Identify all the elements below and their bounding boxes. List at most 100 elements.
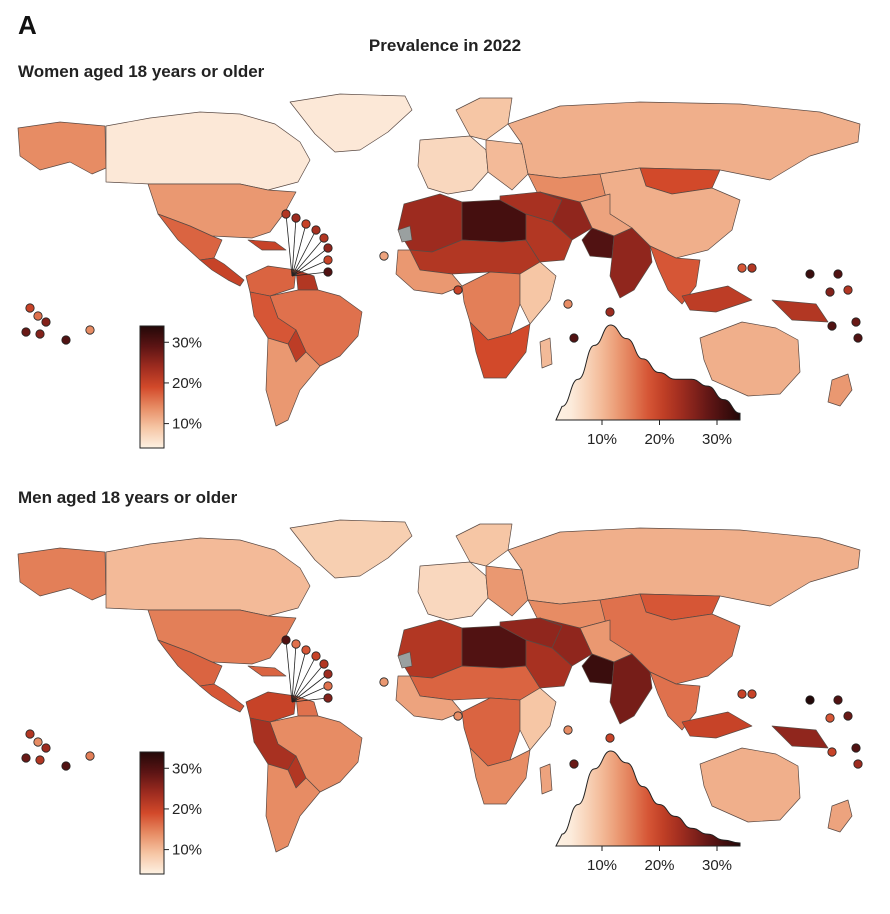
region-madagascar — [539, 337, 553, 369]
callout-line — [291, 229, 317, 277]
map-land — [17, 519, 861, 853]
region-new-guinea — [771, 725, 829, 749]
panel-label: A — [18, 10, 37, 40]
region-caribbean — [247, 239, 287, 251]
island-dot — [61, 335, 71, 345]
region-greenland — [289, 93, 413, 153]
region-europe-east — [485, 139, 529, 191]
region-europe-west — [417, 135, 489, 195]
density-tick-label: 10% — [587, 857, 617, 874]
island-dot — [33, 311, 43, 321]
region-no-data — [397, 225, 413, 243]
island-dot — [33, 737, 43, 747]
island-dot — [61, 761, 71, 771]
callout-line — [291, 271, 329, 277]
island-dot — [311, 225, 321, 235]
island-dot — [301, 645, 311, 655]
region-colombia-venezuela — [245, 691, 297, 723]
region-madagascar — [539, 763, 553, 795]
region-central-africa — [461, 697, 521, 767]
island-dot — [85, 325, 95, 335]
region-new-guinea — [771, 299, 829, 323]
island-dot — [453, 711, 463, 721]
region-mexico — [157, 639, 223, 687]
legend-tick-label: 10% — [172, 842, 202, 859]
island-dot — [291, 213, 301, 223]
region-pakistan — [581, 227, 615, 259]
callout-line — [285, 639, 293, 703]
island-dot — [827, 321, 837, 331]
region-scandinavia — [455, 523, 513, 567]
island-dot — [843, 711, 853, 721]
density-plot: 10% 20% 30% — [555, 750, 741, 874]
callout-line — [291, 673, 329, 703]
region-europe-east — [485, 565, 529, 617]
callout-line — [291, 655, 317, 703]
density-tick-label: 30% — [702, 431, 732, 448]
region-alaska — [17, 121, 107, 175]
callout-line — [291, 259, 329, 277]
island-dot — [825, 287, 835, 297]
island-dot — [833, 269, 843, 279]
region-greenland — [289, 519, 413, 579]
region-australia — [699, 321, 801, 397]
island-dot — [563, 299, 573, 309]
density-curve — [555, 750, 741, 847]
density-plot: 10% 20% 30% — [555, 324, 741, 448]
region-new-zealand — [827, 799, 853, 833]
island-dot — [35, 755, 45, 765]
callout-line — [291, 247, 329, 277]
region-mexico — [157, 213, 223, 261]
callout-line — [291, 663, 325, 703]
island-dot — [453, 285, 463, 295]
island-dot — [747, 689, 757, 699]
island-dot — [25, 729, 35, 739]
legend-tick-label: 30% — [172, 334, 202, 351]
island-dot — [323, 243, 333, 253]
island-dot — [853, 333, 863, 343]
map-land — [17, 93, 861, 427]
island-dot — [827, 747, 837, 757]
region-east-africa — [519, 687, 557, 751]
region-central-africa — [461, 271, 521, 341]
callout-line — [291, 685, 329, 703]
region-north-africa-west — [397, 619, 463, 679]
region-east-africa — [519, 261, 557, 325]
world-map-men: 10% 20% 30% 10% 20% 30% — [17, 519, 863, 875]
region-canada — [105, 111, 311, 191]
region-north-africa-west — [397, 193, 463, 253]
callout-line — [285, 213, 293, 277]
region-pakistan — [581, 653, 615, 685]
region-southern-africa — [469, 321, 531, 379]
island-dot — [805, 695, 815, 705]
legend-tick-label: 30% — [172, 760, 202, 777]
island-dot — [323, 669, 333, 679]
island-dot — [301, 219, 311, 229]
density-tick-label: 10% — [587, 431, 617, 448]
region-caribbean — [247, 665, 287, 677]
legend-tick-label: 10% — [172, 416, 202, 433]
island-dot — [737, 263, 747, 273]
region-australia — [699, 747, 801, 823]
island-dot — [323, 255, 333, 265]
color-legend: 10% 20% 30% — [139, 751, 202, 875]
callout-line — [291, 697, 329, 703]
callout-lines — [285, 639, 329, 703]
region-argentina-chile — [265, 763, 321, 853]
callout-line — [291, 643, 297, 703]
region-colombia-venezuela — [245, 265, 297, 297]
region-alaska — [17, 547, 107, 601]
color-legend: 10% 20% 30% — [139, 325, 202, 449]
callout-line — [291, 217, 297, 277]
island-markers — [21, 209, 863, 345]
density-tick-label: 20% — [644, 431, 674, 448]
region-canada — [105, 537, 311, 617]
region-no-data — [397, 651, 413, 669]
island-dot — [569, 759, 579, 769]
region-europe-west — [417, 561, 489, 621]
panel-title-women: Women aged 18 years or older — [18, 62, 265, 81]
island-dot — [319, 659, 329, 669]
region-argentina-chile — [265, 337, 321, 427]
island-dot — [833, 695, 843, 705]
region-indonesia — [681, 285, 753, 313]
